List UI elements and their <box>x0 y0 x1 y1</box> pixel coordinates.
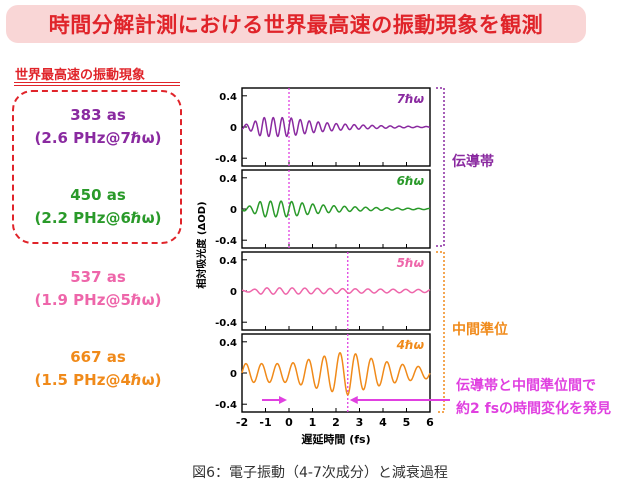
figure-caption: 図6：電子振動（4-7次成分）と減衰過程 <box>192 465 448 481</box>
x-tick-label-0: -2 <box>236 416 248 429</box>
panel-2-series-line <box>241 287 431 295</box>
panel-1-ytick-label-2: -0.4 <box>215 236 237 247</box>
arrow-left-head <box>279 396 287 404</box>
x-tick-label-1: -1 <box>259 416 271 429</box>
bracket-conduction-band <box>436 87 445 247</box>
oscillation-chart: 0.4 0 -0.4 7ℏω 0.4 0 -0.4 6ℏω 0.4 0 -0.4 5ℏω 0.4 0 -0.… <box>195 87 611 446</box>
x-tick-label-4: 2 <box>332 416 340 429</box>
arrow-right-head <box>349 396 358 404</box>
x-tick-label-2: 0 <box>285 416 293 429</box>
panel-3-ytick-label-0: 0.4 <box>219 338 237 349</box>
subtitle: 世界最高速の振動現象 <box>15 68 146 83</box>
panel-2-ytick-label-1: 0 <box>230 287 237 298</box>
item-4-period: 667 as <box>70 348 126 366</box>
page-title: 時間分解計測における世界最高速の振動現象を観測 <box>48 13 544 37</box>
title-banner: 時間分解計測における世界最高速の振動現象を観測 <box>6 5 586 43</box>
fastest-oscillation-box <box>12 90 182 244</box>
panel-0-label: 7ℏω <box>397 92 425 106</box>
x-tick-label-8: 6 <box>426 416 434 429</box>
panel-2-ytick-label-2: -0.4 <box>215 318 237 329</box>
item-7-period: 383 as <box>70 106 126 124</box>
item-6-period: 450 as <box>70 186 126 204</box>
panel-3-series-line <box>241 351 431 396</box>
group-label-conduction-band: 伝導帯 <box>452 153 494 170</box>
x-tick-label-6: 4 <box>379 416 387 429</box>
x-axis-label: 遅延時間 (fs) <box>301 432 370 446</box>
panel-1-series-line <box>241 200 431 218</box>
x-tick-label-7: 5 <box>403 416 411 429</box>
subtitle-underline-1 <box>14 82 180 83</box>
y-axis-label: 相対吸光度 (ΔOD) <box>195 201 208 288</box>
panel-3-label: 4ℏω <box>396 338 425 352</box>
panel-3-ytick-label-1: 0 <box>230 369 237 380</box>
panel-1-ytick-label-0: 0.4 <box>219 174 237 185</box>
panel-0-ytick-label-1: 0 <box>230 123 237 134</box>
item-7-frequency: (2.6 PHz@7ℏω) <box>34 129 162 147</box>
item-5: 537 as (1.9 PHz@5ℏω) <box>0 266 196 312</box>
item-6-frequency: (2.2 PHz@6ℏω) <box>34 209 162 227</box>
annotation-line-2: 約2 fsの時間変化を発見 <box>456 400 611 417</box>
panel-0-ytick-label-0: 0.4 <box>219 92 237 103</box>
panel-3-ytick-label-2: -0.4 <box>215 400 237 411</box>
x-tick-label-5: 3 <box>356 416 364 429</box>
item-4: 667 as (1.5 PHz@4ℏω) <box>0 346 196 392</box>
item-6: 450 as (2.2 PHz@6ℏω) <box>0 184 196 230</box>
x-tick-label-3: 1 <box>309 416 317 429</box>
group-label-intermediate-level: 中間準位 <box>452 321 508 338</box>
panel-0-ytick-label-2: -0.4 <box>215 154 237 165</box>
panel-1-ytick-label-1: 0 <box>230 205 237 216</box>
panel-1-label: 6ℏω <box>397 174 425 188</box>
annotation-line-1: 伝導帯と中間準位間で <box>456 377 596 394</box>
panel-2-label: 5ℏω <box>397 256 425 270</box>
subtitle-underline-2 <box>14 85 180 86</box>
item-7: 383 as (2.6 PHz@7ℏω) <box>0 104 196 150</box>
panel-2-ytick-label-0: 0.4 <box>219 256 237 267</box>
item-5-period: 537 as <box>70 268 126 286</box>
bracket-intermediate-level <box>436 251 445 413</box>
item-4-frequency: (1.5 PHz@4ℏω) <box>34 371 162 389</box>
panel-0-series-line <box>241 116 431 138</box>
item-5-frequency: (1.9 PHz@5ℏω) <box>34 291 162 309</box>
